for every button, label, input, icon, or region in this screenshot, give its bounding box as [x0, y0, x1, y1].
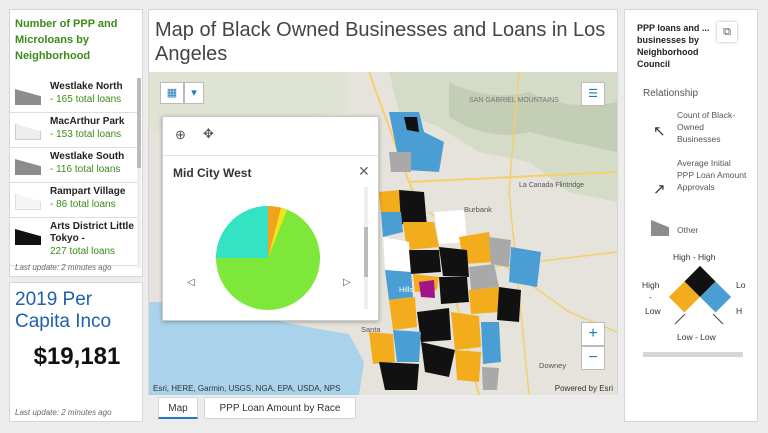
per-capita-income-panel: 2019 Per Capita Inco $19,181 Last update… — [9, 282, 143, 422]
map-attribution: Esri, HERE, Garmin, USGS, NGA, EPA, USDA… — [153, 384, 341, 393]
legend-scrollbar[interactable] — [643, 352, 743, 357]
neighborhood-loans-panel: Number of PPP and Microloans by Neighbor… — [9, 9, 143, 277]
neighborhood-name: Rampart Village — [50, 186, 126, 197]
panel-title: Number of PPP and Microloans by Neighbor… — [15, 18, 118, 62]
swatch — [15, 159, 41, 175]
list-item[interactable]: Westlake South - 116 total loans — [10, 148, 138, 183]
other-swatch — [651, 220, 669, 236]
legend-label: Average Initial PPP Loan Amount Approval… — [677, 158, 747, 192]
dropdown-button[interactable]: ▾ — [184, 82, 204, 104]
high-label: High — [642, 280, 660, 290]
map-label: Hills — [399, 285, 413, 294]
pie-slice-orange — [268, 206, 281, 258]
last-update: Last update: 2 minutes ago — [15, 408, 112, 417]
high-high-label: High - High — [673, 252, 716, 262]
list-item[interactable]: Arts District Little Tokyo - 227 total l… — [10, 218, 138, 266]
popup-title: Mid City West — [173, 166, 252, 180]
zoom-out-button[interactable]: − — [581, 346, 605, 370]
swatch — [15, 229, 41, 245]
loan-count: - 153 total loans — [50, 129, 122, 140]
map-layers-button[interactable]: ▦ — [160, 82, 184, 104]
neighborhood-list[interactable]: Westlake North - 165 total loans MacArth… — [10, 78, 144, 266]
neighborhood-name: MacArthur Park — [50, 116, 125, 127]
indicator-value: $19,181 — [33, 343, 121, 370]
layers-icon: ▦ — [166, 87, 178, 99]
pie-slice-teal — [216, 206, 268, 258]
pie-slice-yellow — [268, 208, 287, 258]
last-update: Last update: 2 minutes ago — [15, 263, 112, 272]
arrow-up-left-icon: ↖ — [653, 123, 666, 140]
legend-button[interactable]: ☰ — [581, 82, 605, 106]
tab-map[interactable]: Map — [158, 397, 198, 419]
list-icon: ☰ — [588, 88, 598, 100]
basemap[interactable]: SAN GABRIEL MOUNTAINS La Canada Flintrid… — [149, 72, 617, 395]
zoom-to-icon[interactable]: ⊕ — [175, 127, 186, 142]
legend-title: PPP loans and ... businesses by Neighbor… — [637, 23, 710, 69]
map-panel: Map of Black Owned Businesses and Loans … — [148, 9, 618, 395]
next-arrow[interactable]: ▷ — [343, 277, 351, 288]
map-label: La Canada Flintridge — [519, 182, 584, 189]
map-title: Map of Black Owned Businesses and Loans … — [155, 19, 606, 65]
feature-popup: ⊕ ✥ Mid City West ✕ ◁ ▷ — [162, 116, 379, 321]
indicator-heading: 2019 Per Capita Inco — [15, 289, 112, 331]
neighborhood-name: Westlake South — [50, 151, 125, 162]
loan-count: 227 total loans — [50, 246, 116, 257]
loan-count: - 86 total loans — [50, 199, 116, 210]
relationship-label: Relationship — [643, 88, 699, 99]
map-label: Burbank — [464, 205, 492, 214]
loan-count: - 116 total loans — [50, 164, 121, 175]
tab-ppp-loan-amount-by-race[interactable]: PPP Loan Amount by Race — [204, 397, 356, 419]
swatch — [15, 124, 41, 140]
powered-by[interactable]: Powered by Esri — [554, 384, 613, 393]
move-icon[interactable]: ✥ — [203, 126, 214, 141]
map-label: SAN GABRIEL MOUNTAINS — [469, 97, 559, 104]
map-label: Santa — [361, 325, 381, 334]
swatch — [15, 194, 41, 210]
neighborhood-name: Arts District Little Tokyo - — [50, 221, 134, 244]
list-item[interactable]: Westlake North - 165 total loans — [10, 78, 138, 113]
map-label: Downey — [539, 361, 566, 370]
legend-panel: PPP loans and ... businesses by Neighbor… — [624, 9, 758, 422]
low-label: Low — [645, 306, 661, 316]
prev-arrow[interactable]: ◁ — [187, 277, 195, 288]
loan-count: - 165 total loans — [50, 94, 122, 105]
list-scrollbar[interactable] — [137, 78, 141, 268]
chevron-down-icon: ▾ — [191, 87, 197, 99]
pie-chart — [216, 206, 320, 310]
popup-scrollbar[interactable] — [364, 187, 368, 309]
list-item[interactable]: Rampart Village - 86 total loans — [10, 183, 138, 218]
other-label: Other — [677, 225, 699, 235]
low-low-label: Low - Low — [677, 332, 716, 342]
neighborhood-name: Westlake North — [50, 81, 123, 92]
scrollbar-thumb[interactable] — [137, 78, 141, 168]
arrow-up-right-icon: ↗ — [653, 181, 666, 198]
external-link-icon[interactable]: ⧉ — [717, 22, 737, 42]
swatch — [15, 89, 41, 105]
list-item[interactable]: MacArthur Park - 153 total loans — [10, 113, 138, 148]
legend-label: Count of Black-Owned Businesses — [677, 110, 736, 144]
bivariate-legend — [668, 265, 732, 329]
zoom-in-button[interactable]: + — [581, 322, 605, 346]
map-view[interactable]: SAN GABRIEL MOUNTAINS La Canada Flintrid… — [149, 72, 617, 395]
close-icon[interactable]: ✕ — [358, 163, 370, 179]
